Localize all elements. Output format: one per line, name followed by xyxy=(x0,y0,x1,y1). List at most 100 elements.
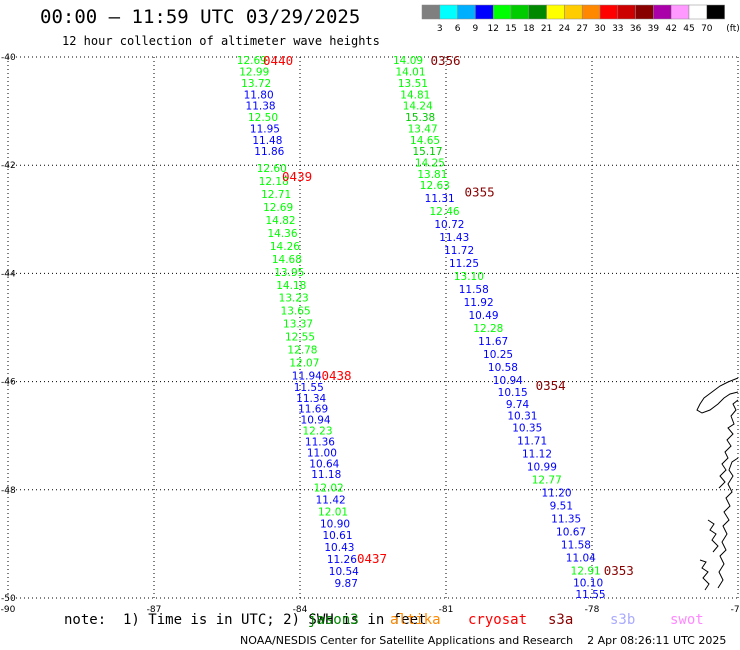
y-tick-label: -42 xyxy=(1,161,16,171)
swh-data-label: 11.55 xyxy=(576,589,606,601)
swh-data-label: 10.15 xyxy=(498,387,528,399)
swh-data-label: 10.90 xyxy=(320,518,350,530)
swh-data-label: 11.34 xyxy=(296,393,326,405)
swh-data-label: 10.67 xyxy=(556,526,586,538)
mission-label-jason3: jason3 xyxy=(308,612,359,628)
swh-data-label: 11.38 xyxy=(246,101,276,113)
swh-data-label: 12.60 xyxy=(257,163,287,175)
y-tick-label: -46 xyxy=(1,378,16,388)
swh-data-label: 13.65 xyxy=(281,306,311,318)
legend-tick-label: 6 xyxy=(455,24,461,34)
mission-label-swot: swot xyxy=(670,612,704,628)
swh-data-label: 12.23 xyxy=(302,425,332,437)
time-tag-label: 0437 xyxy=(357,551,387,566)
chart-title: 00:00 – 11:59 UTC 03/29/2025 xyxy=(40,6,361,28)
swh-data-label: 13.47 xyxy=(408,123,438,135)
swh-data-label: 14.36 xyxy=(267,228,297,240)
swh-data-label: 9.87 xyxy=(335,578,358,590)
swh-data-label: 11.18 xyxy=(311,469,341,481)
mission-label-s3a: s3a xyxy=(548,612,574,628)
credit-line: NOAA/NESDIS Center for Satellite Applica… xyxy=(240,634,727,647)
legend-tick-label: 21 xyxy=(541,24,552,34)
mission-label-altika: altika xyxy=(390,612,441,628)
swh-data-label: 10.72 xyxy=(434,219,464,231)
swh-data-label: 10.10 xyxy=(573,577,603,589)
coastline xyxy=(718,399,739,489)
legend-tick-label: 36 xyxy=(630,24,642,34)
swh-data-label: 10.54 xyxy=(329,566,359,578)
legend-tick-label: 33 xyxy=(612,24,623,34)
swh-data-label: 11.26 xyxy=(327,554,357,566)
legend-tick-label: 24 xyxy=(559,24,571,34)
swh-data-label: 11.55 xyxy=(294,382,324,394)
swh-data-label: 11.92 xyxy=(464,297,494,309)
swh-data-label: 11.86 xyxy=(254,146,284,158)
swh-data-label: 11.69 xyxy=(298,404,328,416)
x-tick-label: -84 xyxy=(293,605,308,615)
x-tick-label: -75 xyxy=(731,605,740,615)
time-tag-label: 0354 xyxy=(536,378,566,393)
swh-data-label: 13.37 xyxy=(283,319,313,331)
swh-data-label: 13.51 xyxy=(398,78,428,90)
swh-data-label: 11.12 xyxy=(522,449,552,461)
legend-tick-label: 42 xyxy=(665,24,676,34)
swh-data-label: 12.69 xyxy=(237,55,267,67)
footnote: note: 1) Time is in UTC; 2) SWH is in fe… xyxy=(64,612,427,628)
swh-data-label: 14.81 xyxy=(400,89,430,101)
time-tag-label: 0353 xyxy=(604,563,634,578)
legend-tick-label: 70 xyxy=(701,24,713,34)
swh-data-label: 15.38 xyxy=(405,112,435,124)
swh-data-label: 12.01 xyxy=(318,506,348,518)
y-tick-label: -44 xyxy=(1,269,16,279)
x-tick-label: -87 xyxy=(147,605,162,615)
legend-unit: (ft) xyxy=(726,24,740,34)
swh-data-label: 11.25 xyxy=(449,258,479,270)
y-tick-label: -50 xyxy=(1,594,16,604)
coastline xyxy=(707,519,719,553)
swh-data-label: 11.35 xyxy=(551,513,581,525)
swh-data-label: 14.01 xyxy=(395,67,425,79)
swh-data-label: 13.10 xyxy=(454,271,484,283)
swh-data-label: 10.94 xyxy=(301,414,331,426)
swh-data-label: 14.25 xyxy=(415,157,445,169)
coastline xyxy=(699,559,710,591)
x-tick-label: -81 xyxy=(439,605,454,615)
swh-data-label: 11.72 xyxy=(444,245,474,257)
swh-data-label: 10.25 xyxy=(483,349,513,361)
swh-data-label: 11.58 xyxy=(561,539,591,551)
swh-data-label: 12.28 xyxy=(473,323,503,335)
swh-data-label: 12.55 xyxy=(285,332,315,344)
y-tick-label: -48 xyxy=(1,486,16,496)
swh-data-label: 11.20 xyxy=(541,488,571,500)
swh-data-label: 10.49 xyxy=(468,310,498,322)
swh-data-label: 12.99 xyxy=(239,67,269,79)
swh-data-label: 14.09 xyxy=(393,55,423,67)
swh-data-label: 12.46 xyxy=(430,206,460,218)
swh-data-label: 10.64 xyxy=(309,458,339,470)
legend-tick-label: 12 xyxy=(487,24,498,34)
swh-data-label: 12.71 xyxy=(261,189,291,201)
legend-tick-label: 45 xyxy=(683,24,694,34)
swh-data-label: 9.74 xyxy=(506,399,530,411)
swh-data-label: 12.50 xyxy=(248,112,278,124)
swh-data-label: 14.24 xyxy=(403,101,433,113)
swh-data-label: 12.02 xyxy=(314,483,344,495)
swh-data-label: 14.18 xyxy=(276,280,306,292)
legend-tick-label: 27 xyxy=(576,24,587,34)
chart-subtitle: 12 hour collection of altimeter wave hei… xyxy=(62,34,380,48)
swh-data-label: 10.31 xyxy=(507,411,537,423)
swh-data-label: 10.35 xyxy=(512,423,542,435)
color-scale-legend: 3 6 9 12 15 18 21 24 27 30 33 36 39 42 45 70 (ft) xyxy=(421,4,740,34)
swh-data-label: 11.36 xyxy=(305,437,335,449)
legend-tick-label: 9 xyxy=(473,24,479,34)
swh-data-label: 12.63 xyxy=(420,180,450,192)
swh-data-label: 13.95 xyxy=(274,267,304,279)
swh-data-label: 9.51 xyxy=(550,500,573,512)
legend-swatch xyxy=(706,4,725,20)
swh-data-label: 12.78 xyxy=(287,345,317,357)
coastline xyxy=(696,377,739,414)
swh-data-label: 11.48 xyxy=(252,135,282,147)
legend-tick-label: 39 xyxy=(648,24,660,34)
swh-data-label: 11.42 xyxy=(316,495,346,507)
